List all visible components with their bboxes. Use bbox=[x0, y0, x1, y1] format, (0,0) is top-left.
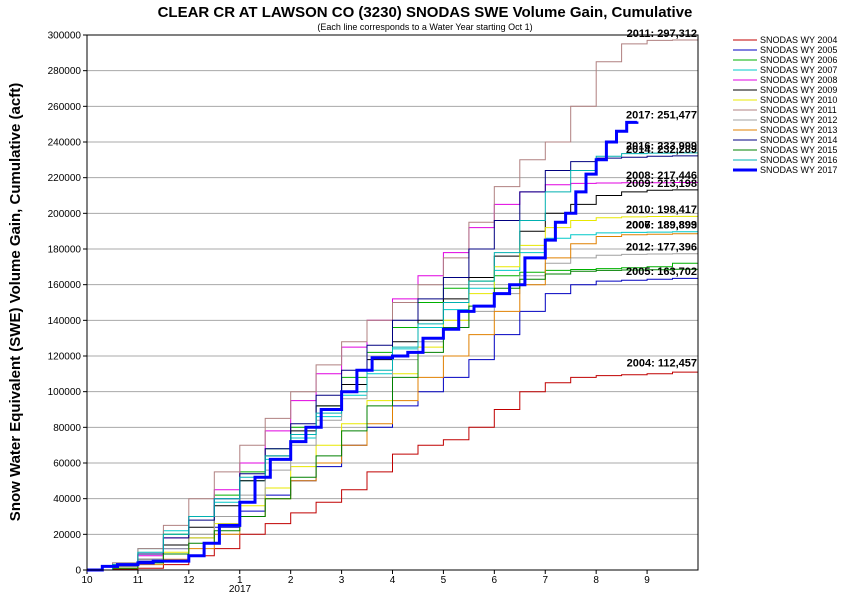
series-end-label: 2016: 233,999 bbox=[626, 141, 697, 153]
y-tick-label: 40000 bbox=[53, 494, 81, 505]
series-end-label: 2008: 217,446 bbox=[626, 170, 697, 182]
y-tick-label: 240000 bbox=[48, 138, 82, 149]
legend-label: SNODAS WY 2004 bbox=[760, 35, 837, 45]
x-tick-label: 4 bbox=[390, 575, 396, 586]
legend-label: SNODAS WY 2015 bbox=[760, 145, 837, 155]
series-line-snodas-wy-2015 bbox=[87, 268, 699, 571]
series-end-label: 2006: 189,893 bbox=[626, 219, 697, 231]
y-tick-label: 200000 bbox=[48, 209, 82, 220]
x-tick-label: 8 bbox=[593, 575, 599, 586]
legend-label: SNODAS WY 2012 bbox=[760, 115, 837, 125]
chart-title: CLEAR CR AT LAWSON CO (3230) SNODAS SWE … bbox=[158, 4, 693, 21]
series-line-snodas-wy-2017 bbox=[87, 120, 639, 572]
legend-label: SNODAS WY 2016 bbox=[760, 155, 837, 165]
x-tick-label: 9 bbox=[644, 575, 650, 586]
legend-label: SNODAS WY 2017 bbox=[760, 165, 837, 175]
y-tick-label: 0 bbox=[75, 566, 81, 577]
legend-label: SNODAS WY 2010 bbox=[760, 95, 837, 105]
x-tick-label: 10 bbox=[81, 575, 93, 586]
y-tick-label: 220000 bbox=[48, 173, 82, 184]
y-tick-label: 140000 bbox=[48, 316, 82, 327]
x-tick-label: 2 bbox=[288, 575, 294, 586]
legend-label: SNODAS WY 2006 bbox=[760, 55, 837, 65]
series-end-label: 2011: 297,312 bbox=[627, 28, 697, 40]
x-tick-label: 7 bbox=[542, 575, 548, 586]
x-tick-label: 3 bbox=[339, 575, 345, 586]
series-end-label: 2005: 163,702 bbox=[626, 266, 697, 278]
axis-layer: 0 20000 40000 60000 80000 100000 120000 140000 1… bbox=[48, 31, 651, 587]
series-end-label: 2017: 251,477 bbox=[626, 110, 697, 122]
legend-label: SNODAS WY 2008 bbox=[760, 75, 837, 85]
x-tick-label: 1 bbox=[237, 575, 243, 586]
series-end-label: 2014: 232,289 bbox=[626, 144, 697, 156]
series-end-label: 2004: 112,457 bbox=[627, 357, 697, 369]
series-layer bbox=[87, 39, 699, 572]
y-tick-label: 160000 bbox=[48, 280, 82, 291]
y-tick-label: 80000 bbox=[53, 423, 81, 434]
y-tick-label: 260000 bbox=[48, 102, 82, 113]
y-tick-label: 60000 bbox=[53, 459, 81, 470]
series-line-snodas-wy-2016 bbox=[87, 152, 699, 571]
legend-label: SNODAS WY 2005 bbox=[760, 45, 837, 55]
y-tick-label: 100000 bbox=[48, 387, 82, 398]
x-year-label: 2017 bbox=[229, 584, 252, 595]
legend-label: SNODAS WY 2009 bbox=[760, 85, 837, 95]
series-end-label: 2007: 189,899 bbox=[626, 219, 697, 231]
y-tick-label: 20000 bbox=[53, 530, 81, 541]
series-line-snodas-wy-2011 bbox=[87, 39, 699, 571]
legend-label: SNODAS WY 2011 bbox=[760, 105, 837, 115]
y-tick-label: 120000 bbox=[48, 352, 82, 363]
series-end-label: 2012: 177,396 bbox=[626, 242, 697, 254]
x-tick-label: 11 bbox=[133, 575, 144, 586]
x-tick-label: 12 bbox=[183, 575, 195, 586]
chart-subtitle: (Each line corresponds to a Water Year s… bbox=[317, 22, 532, 32]
series-end-label: 2010: 198,417 bbox=[626, 204, 697, 216]
legend-label: SNODAS WY 2007 bbox=[760, 65, 837, 75]
x-tick-label: 6 bbox=[492, 575, 498, 586]
plot-frame bbox=[86, 34, 699, 571]
x-tick-label: 5 bbox=[441, 575, 447, 586]
legend-label: SNODAS WY 2013 bbox=[760, 125, 837, 135]
y-tick-label: 300000 bbox=[48, 31, 82, 42]
y-tick-label: 280000 bbox=[48, 66, 82, 77]
series-end-label: 2009: 213,198 bbox=[626, 178, 697, 190]
legend-label: SNODAS WY 2014 bbox=[760, 135, 837, 145]
y-axis-label: Snow Water Equivalent (SWE) Volume Gain,… bbox=[7, 83, 24, 521]
y-tick-label: 180000 bbox=[48, 245, 82, 256]
